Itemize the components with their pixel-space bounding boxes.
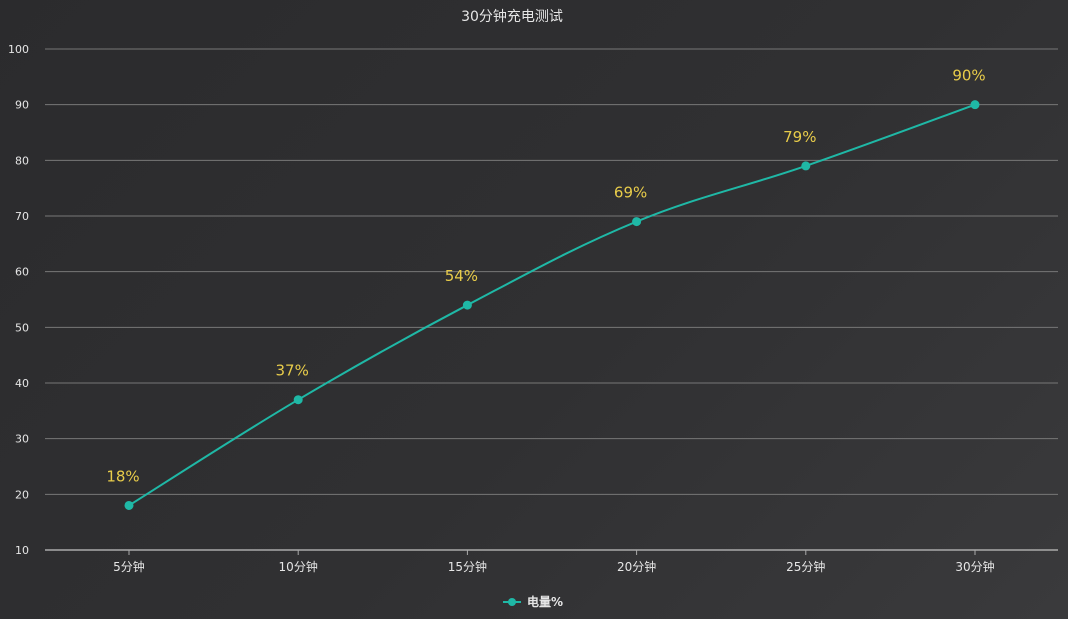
legend-swatch-marker [508,598,516,606]
data-point[interactable] [124,500,134,510]
x-tick-label: 5分钟 [113,559,145,574]
x-tick-label: 30分钟 [955,559,994,574]
x-tick-label: 10分钟 [279,559,318,574]
x-tick-label: 25分钟 [786,559,825,574]
legend[interactable]: 电量% [503,594,563,609]
data-label: 79% [783,128,816,146]
data-label: 54% [445,267,478,285]
x-tick-label: 20分钟 [617,559,656,574]
data-label: 37% [276,362,309,380]
y-tick-label: 30 [15,433,29,446]
data-point[interactable] [293,395,303,405]
y-tick-label: 70 [15,210,29,223]
data-point[interactable] [970,100,980,110]
legend-label: 电量% [527,594,563,609]
y-tick-label: 90 [15,99,29,112]
data-label: 90% [952,67,985,85]
data-point[interactable] [801,161,811,171]
y-tick-label: 10 [15,544,29,557]
y-tick-label: 60 [15,266,29,279]
series-line [128,103,976,507]
data-label: 69% [614,184,647,202]
data-point[interactable] [462,300,472,310]
y-tick-label: 50 [15,321,29,334]
data-label-layer: 18% 37% 54% 69% 79% 90% [106,67,985,486]
series-layer [124,100,980,510]
y-tick-label: 20 [15,488,29,501]
y-tick-label: 40 [15,377,29,390]
axis-layer: 10 20 30 40 50 60 70 80 90 100 5分钟 10分钟 15分钟 20分钟 25分钟… [8,43,1058,574]
chart-title: 30分钟充电测试 [461,8,563,25]
data-label: 18% [106,467,139,485]
grid-layer [45,48,1058,495]
x-tick-label: 15分钟 [448,559,487,574]
y-tick-label: 80 [15,154,29,167]
data-point[interactable] [632,217,642,227]
y-tick-label: 100 [8,43,29,56]
